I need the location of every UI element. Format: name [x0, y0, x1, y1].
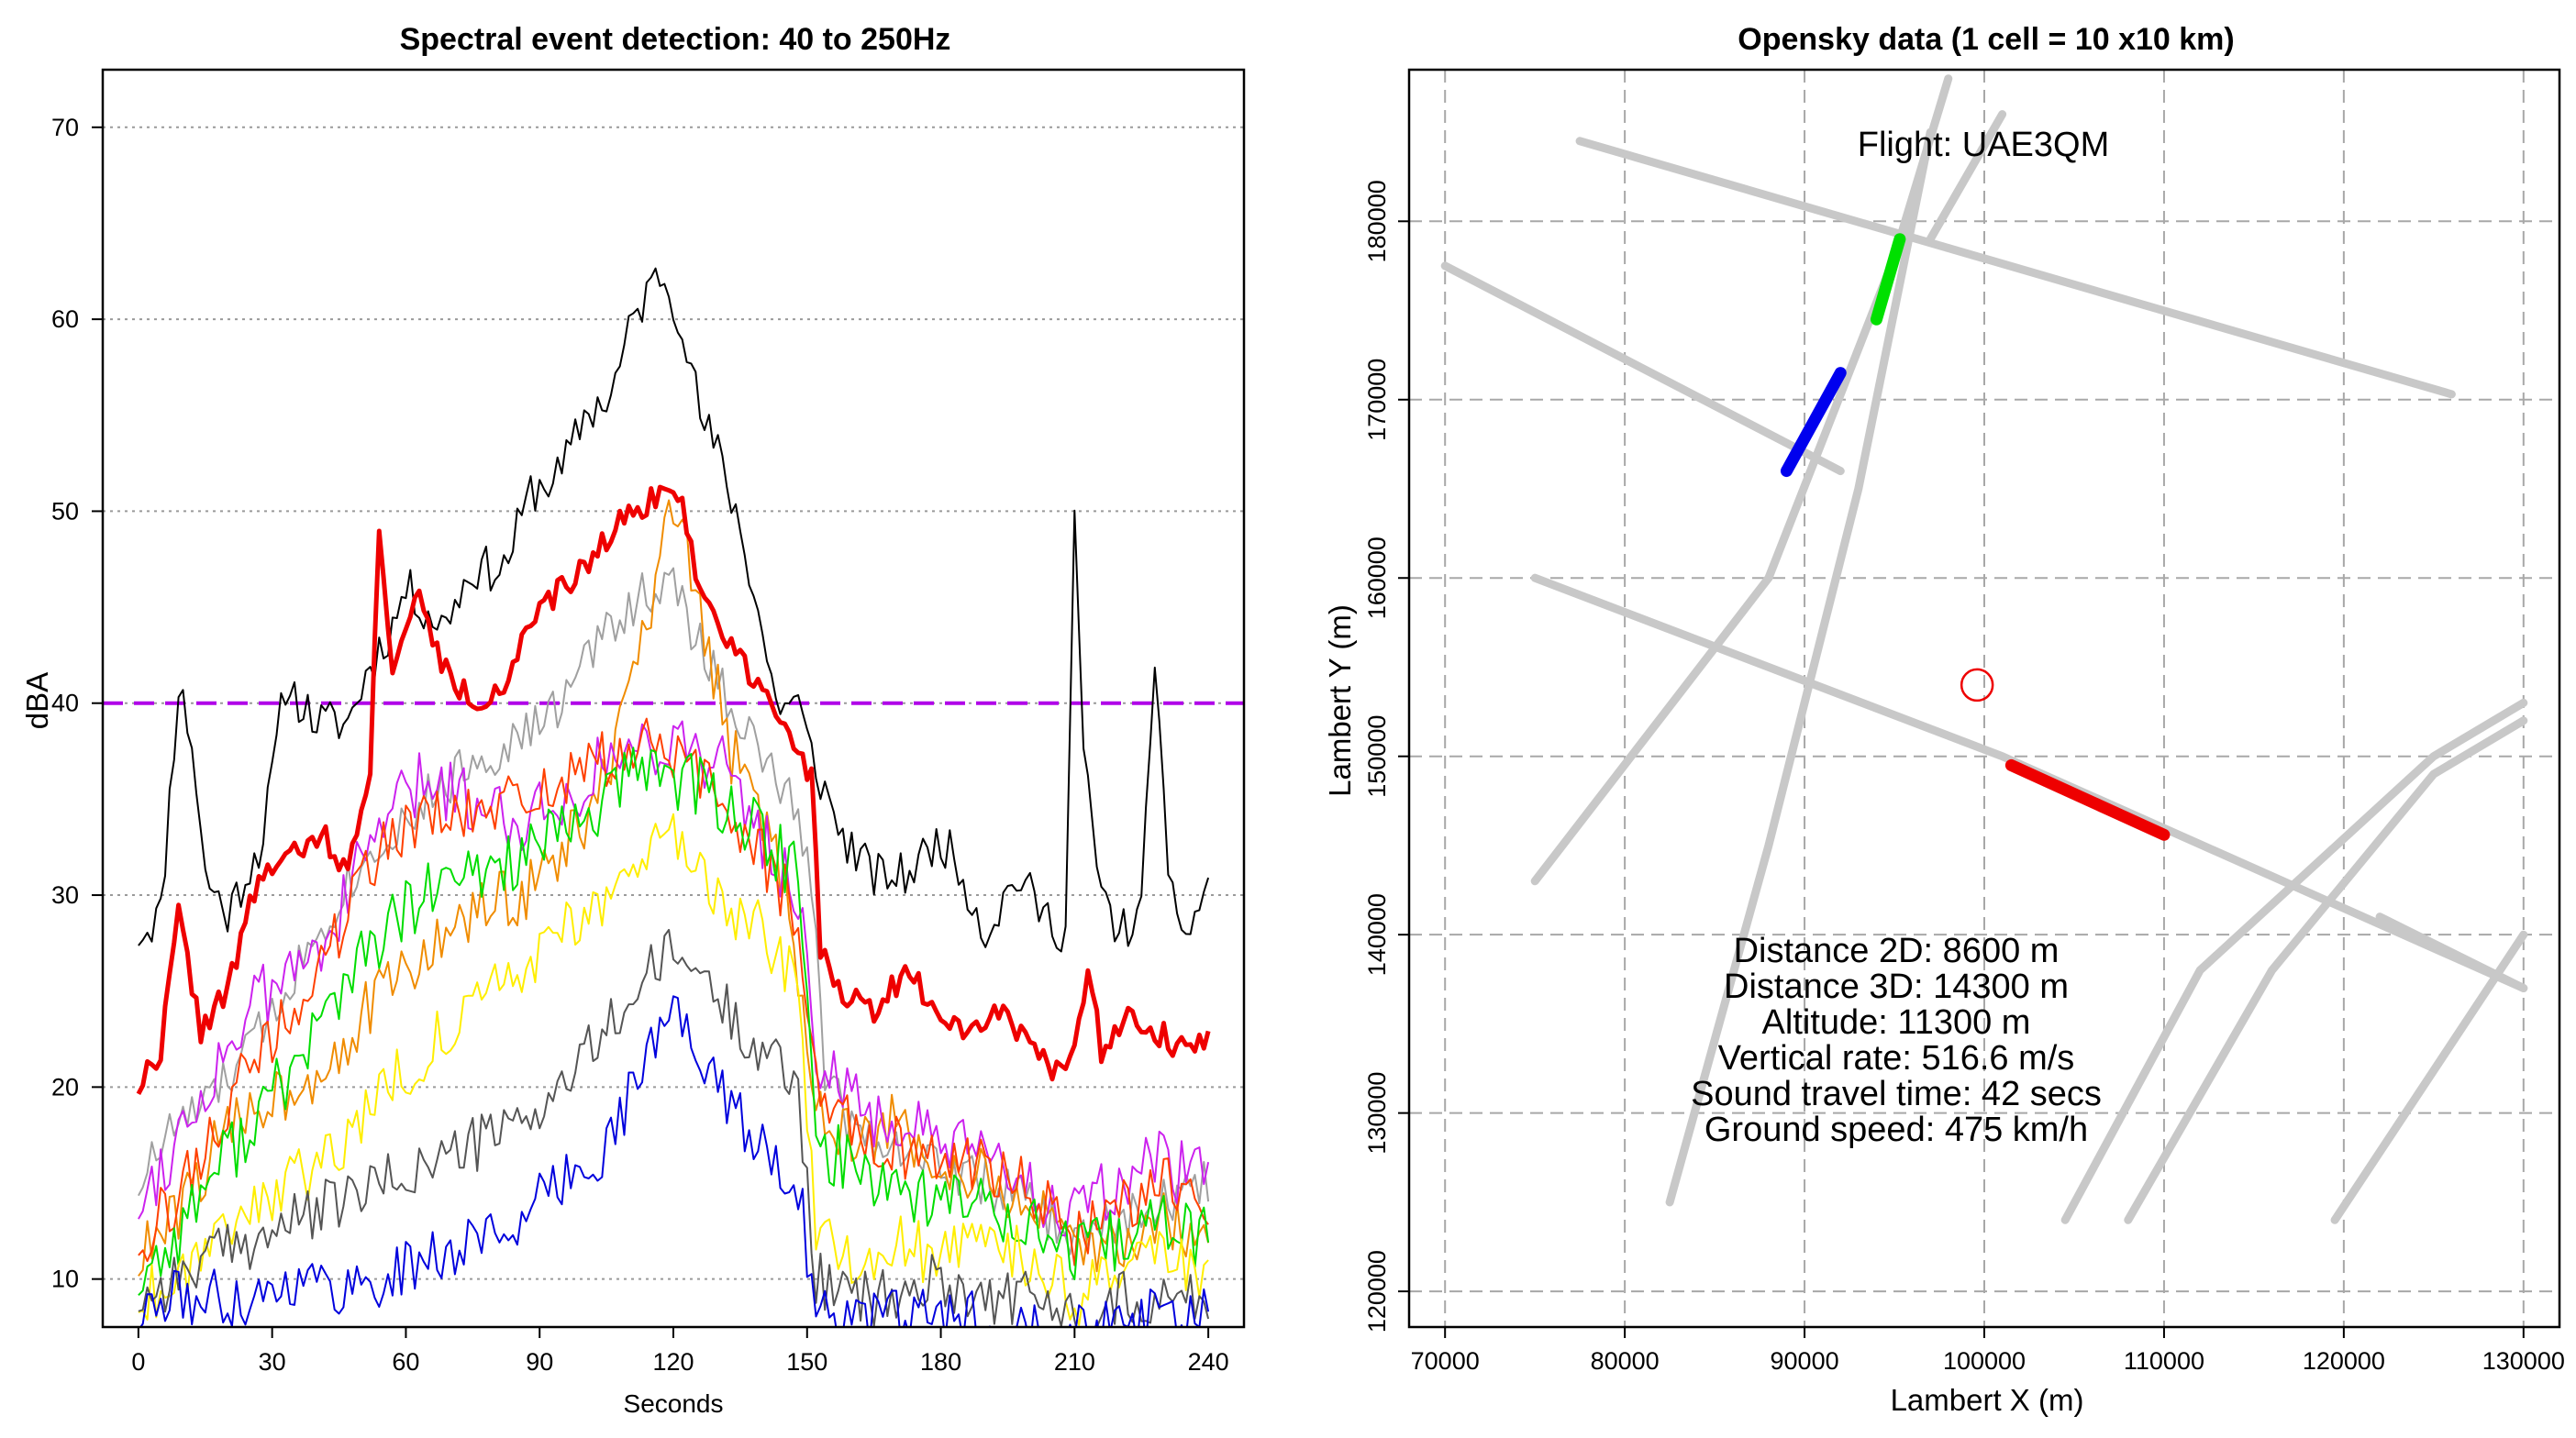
spectral-xtick-label: 60 [392, 1348, 419, 1376]
spectral-ytick-label: 60 [51, 305, 79, 333]
info-distance-3d: Distance 3D: 14300 m [1724, 968, 2069, 1006]
flight-highlight-segment [2004, 758, 2171, 841]
spectral-xtick-label: 90 [526, 1348, 553, 1376]
map-xtick-label: 130000 [2482, 1347, 2565, 1375]
map-ytick-label: 180000 [1363, 180, 1391, 262]
info-ground-speed: Ground speed: 475 km/h [1704, 1111, 2088, 1149]
spectral-xtick-label: 120 [652, 1348, 694, 1376]
spectral-y-axis-label: dBA [20, 672, 54, 729]
map-ytick-label: 170000 [1363, 359, 1391, 441]
spectral-chart: Spectral event detection: 40 to 250Hz 0 3… [20, 22, 1246, 1418]
map-ytick-label: 150000 [1363, 715, 1391, 798]
flight-track-7 [2124, 716, 2528, 1224]
spectral-plot-frame [101, 68, 1246, 1329]
map-xtick-label: 90000 [1771, 1347, 1839, 1375]
flight-highlight-segment [1780, 367, 1847, 478]
spectral-ytick-label: 10 [51, 1266, 79, 1293]
opensky-x-axis-label: Lambert X (m) [1891, 1383, 2084, 1417]
opensky-gridlines [1409, 70, 2559, 1327]
series-red [136, 484, 1211, 1095]
flight-track-1 [1440, 261, 1845, 476]
info-vertical-rate: Vertical rate: 516.6 m/s [1718, 1039, 2075, 1078]
flight-track-0 [1575, 137, 2456, 399]
flight-track-4 [1530, 74, 1953, 886]
opensky-x-ticks: 70000 80000 90000 100000 110000 120000 130000 [1411, 1327, 2565, 1375]
series-green [138, 747, 1210, 1296]
spectral-ytick-label: 40 [51, 690, 79, 717]
map-ytick-label: 130000 [1363, 1072, 1391, 1155]
map-xtick-label: 80000 [1591, 1347, 1660, 1375]
flight-highlight-segment [1870, 233, 1906, 326]
series-gray [138, 567, 1210, 1255]
map-ytick-label: 120000 [1363, 1250, 1391, 1333]
opensky-chart: Opensky data (1 cell = 10 x10 km) 70000 8… [1323, 22, 2565, 1417]
spectral-xtick-label: 210 [1054, 1348, 1095, 1376]
flight-track-5 [1926, 110, 2007, 244]
info-sound-travel-time: Sound travel time: 42 secs [1691, 1075, 2102, 1113]
opensky-y-ticks: 120000 130000 140000 150000 160000 170000 1800… [1363, 180, 1409, 1333]
map-ytick-label: 160000 [1363, 536, 1391, 619]
spectral-x-ticks: 0 30 60 90 120 150 180 210 240 [131, 1327, 1229, 1376]
spectral-xtick-label: 0 [131, 1348, 145, 1376]
spectral-xtick-label: 240 [1188, 1348, 1229, 1376]
flight-info: Distance 2D: 8600 m Distance 3D: 14300 m… [1691, 932, 2102, 1149]
receiver-marker [1960, 668, 1994, 702]
series-orange-red [138, 717, 1209, 1267]
series-yellow [138, 813, 1209, 1326]
spectral-ytick-label: 70 [51, 114, 79, 141]
opensky-chart-title: Opensky data (1 cell = 10 x10 km) [1738, 22, 2234, 57]
series-black [138, 267, 1210, 953]
series-blue [139, 995, 1210, 1327]
map-ytick-label: 140000 [1363, 893, 1391, 976]
flight-track-6 [2060, 698, 2528, 1224]
flight-track-8 [2330, 930, 2528, 1224]
map-xtick-label: 100000 [1943, 1347, 2026, 1375]
spectral-y-ticks: 10 20 30 40 50 60 70 [51, 114, 103, 1293]
info-altitude: Altitude: 11300 m [1762, 1003, 2031, 1042]
info-distance-2d: Distance 2D: 8600 m [1734, 932, 2060, 970]
flight-tracks [1440, 74, 2528, 1224]
spectral-ytick-label: 20 [51, 1073, 79, 1101]
spectral-ytick-label: 50 [51, 497, 79, 525]
spectral-ytick-label: 30 [51, 881, 79, 909]
spectral-chart-title: Spectral event detection: 40 to 250Hz [400, 22, 951, 57]
series-orange [138, 499, 1210, 1277]
map-xtick-label: 70000 [1411, 1347, 1480, 1375]
opensky-y-axis-label: Lambert Y (m) [1323, 604, 1357, 797]
spectral-xtick-label: 180 [920, 1348, 961, 1376]
map-xtick-label: 120000 [2303, 1347, 2385, 1375]
map-xtick-label: 110000 [2124, 1347, 2204, 1375]
flight-track-9 [2375, 913, 2528, 992]
flight-label: Flight: UAE3QM [1858, 126, 2110, 164]
series-magenta [138, 720, 1210, 1237]
series-dark-gray [138, 928, 1210, 1327]
flight-highlights [1780, 233, 2171, 841]
flight-track-3 [1665, 127, 1935, 1207]
spectral-x-axis-label: Seconds [624, 1389, 724, 1418]
spectral-xtick-label: 30 [259, 1348, 286, 1376]
spectral-xtick-label: 150 [786, 1348, 827, 1376]
spectral-series [136, 267, 1211, 1327]
flight-track-2 [1530, 573, 2528, 992]
